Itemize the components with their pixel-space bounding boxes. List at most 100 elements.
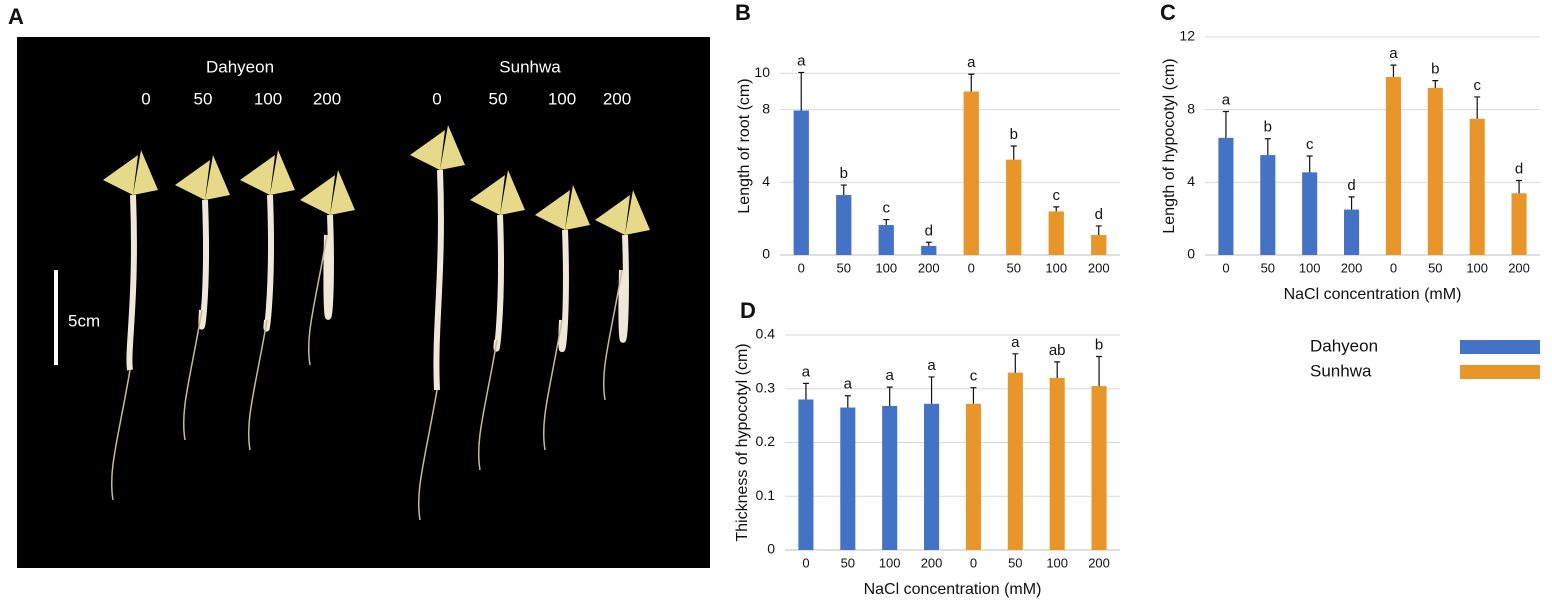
bar [1006, 159, 1022, 255]
error-bar [1516, 179, 1523, 194]
x-tick-label: 200 [1088, 555, 1110, 570]
y-tick-label: 8 [1187, 100, 1195, 116]
scale-bar-label: 5cm [68, 311, 100, 330]
legend-label: Sunhwa [1310, 361, 1372, 380]
legend-label: Dahyeon [1310, 336, 1378, 355]
significance-label: a [797, 52, 806, 69]
significance-label: b [1431, 61, 1439, 78]
concentration-label: 200 [313, 89, 341, 108]
bar [793, 110, 809, 255]
seedling-root [417, 389, 438, 521]
error-bar [1306, 155, 1313, 173]
significance-label: c [1473, 77, 1481, 94]
seedling-root [182, 309, 203, 441]
x-tick-label: 0 [798, 260, 805, 275]
x-tick-label: 0 [1390, 260, 1397, 275]
x-tick-label: 200 [1088, 260, 1110, 275]
panel-label: D [740, 298, 756, 323]
x-tick-label: 50 [841, 555, 855, 570]
y-tick-label: 10 [754, 64, 770, 80]
error-bar [840, 184, 847, 196]
panel-label: B [735, 0, 751, 25]
x-axis-label: NaCl concentration (mM) [1284, 286, 1462, 303]
seedling-root [247, 319, 268, 451]
x-tick-label: 100 [1045, 260, 1067, 275]
significance-label: a [844, 376, 853, 393]
x-axis-label: NaCl concentration (mM) [864, 581, 1042, 598]
concentration-label: 200 [603, 89, 631, 108]
seedling-stem [126, 194, 137, 371]
significance-label: ab [1049, 342, 1066, 359]
x-tick-label: 100 [875, 260, 897, 275]
x-tick-label: 50 [1428, 260, 1442, 275]
significance-label: a [802, 363, 811, 380]
x-tick-label: 100 [1299, 260, 1321, 275]
error-bar [1348, 196, 1355, 210]
bar [1385, 76, 1401, 255]
legend-swatch [1460, 340, 1540, 354]
seedling-stem [198, 199, 209, 330]
x-tick-label: 200 [918, 260, 940, 275]
bar [1469, 118, 1485, 255]
significance-label: d [1347, 177, 1355, 194]
bar [924, 403, 940, 550]
x-tick-label: 100 [1046, 555, 1068, 570]
x-tick-label: 50 [1007, 260, 1021, 275]
x-tick-label: 50 [1261, 260, 1275, 275]
bar [878, 225, 894, 255]
seedling-leaf [410, 125, 465, 170]
y-tick-label: 4 [1187, 173, 1195, 189]
seedling-stem [558, 229, 569, 352]
x-tick-label: 100 [1466, 260, 1488, 275]
panel-label: C [1160, 0, 1176, 25]
significance-label: b [840, 165, 848, 182]
concentration-label: 50 [194, 89, 213, 108]
error-bar [1095, 225, 1102, 236]
seedling-stem [323, 214, 334, 320]
error-bar [928, 376, 935, 404]
bar [1260, 155, 1276, 255]
significance-label: a [1389, 45, 1398, 62]
bar [798, 399, 814, 550]
error-bar [1012, 353, 1019, 373]
significance-label: d [1095, 206, 1103, 223]
seedling-leaf [595, 190, 650, 235]
significance-label: a [886, 367, 895, 384]
x-tick-label: 50 [1008, 555, 1022, 570]
concentration-label: 0 [432, 89, 441, 108]
error-bar [1474, 96, 1481, 119]
cultivar-label: Sunhwa [499, 57, 561, 76]
error-bar [798, 71, 805, 111]
bar [1007, 372, 1023, 550]
bar [1091, 386, 1107, 550]
significance-label: b [1095, 336, 1103, 353]
significance-label: c [883, 200, 891, 217]
y-tick-label: 0 [1187, 246, 1195, 262]
x-tick-label: 0 [968, 260, 975, 275]
y-tick-label: 0.4 [756, 326, 776, 342]
significance-label: a [1011, 334, 1020, 351]
error-bar [886, 386, 893, 406]
bar [1344, 209, 1360, 255]
panel-label: A [8, 4, 24, 29]
significance-label: b [1264, 119, 1272, 136]
error-bar [1390, 64, 1397, 77]
significance-label: c [1306, 136, 1314, 153]
seedling-root [477, 339, 498, 471]
seedling-root [542, 319, 563, 451]
bar [840, 407, 856, 550]
seedling-leaf [470, 170, 525, 215]
x-tick-label: 100 [879, 555, 901, 570]
x-tick-label: 50 [837, 260, 851, 275]
error-bar [925, 241, 932, 246]
y-tick-label: 0 [762, 246, 770, 262]
y-tick-label: 12 [1179, 28, 1195, 44]
seedling-leaf [240, 150, 295, 195]
y-tick-label: 8 [762, 100, 770, 116]
seedling-root [307, 234, 328, 366]
error-bar [1264, 138, 1271, 156]
error-bar [1054, 361, 1061, 378]
significance-label: c [970, 368, 978, 385]
error-bar [844, 395, 851, 408]
